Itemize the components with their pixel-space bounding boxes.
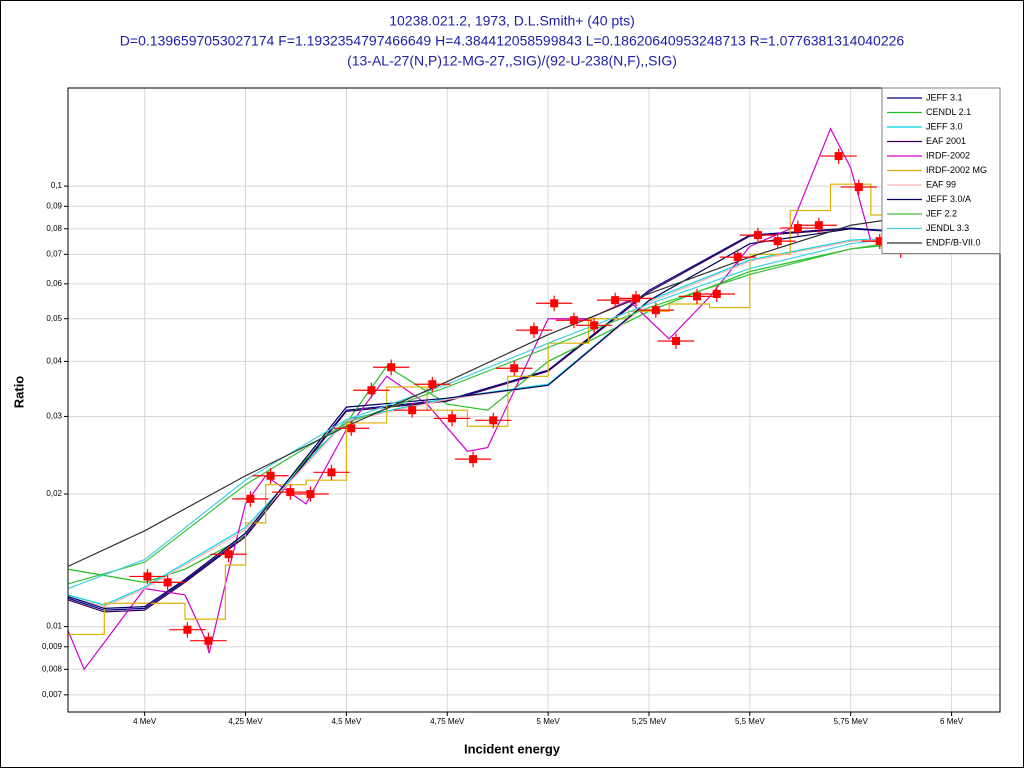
legend-label: JENDL 3.3 [926, 223, 969, 233]
x-tick-label: 5,75 MeV [834, 717, 869, 726]
y-tick-label: 0,03 [46, 412, 62, 421]
data-point [428, 380, 437, 389]
x-tick-label: 4,25 MeV [228, 717, 263, 726]
x-tick-label: 5,5 MeV [735, 717, 765, 726]
data-point [367, 386, 376, 395]
y-tick-label: 0,09 [46, 201, 62, 210]
data-point [814, 221, 823, 230]
data-point [387, 363, 396, 372]
series-line [68, 235, 1000, 584]
data-point [510, 364, 519, 373]
data-point [569, 316, 578, 325]
data-point [246, 494, 255, 503]
y-tick-label: 0,08 [46, 224, 62, 233]
data-point [469, 455, 478, 464]
y-axis-label: Ratio [11, 376, 26, 409]
data-point [183, 625, 192, 634]
y-tick-label: 0,01 [46, 622, 62, 631]
data-point [793, 224, 802, 233]
series-line [68, 228, 1000, 609]
legend-label: ENDF/B-VII.0 [926, 237, 981, 247]
data-point [448, 414, 457, 423]
data-point [266, 471, 275, 480]
x-tick-label: 5,25 MeV [632, 717, 667, 726]
legend-label: EAF 2001 [926, 136, 966, 146]
data-point [733, 253, 742, 262]
data-point [672, 337, 681, 346]
data-point [408, 406, 417, 415]
data-point [590, 321, 599, 330]
data-point [143, 572, 152, 581]
data-point [651, 306, 660, 315]
data-point [712, 289, 721, 298]
y-tick-label: 0,007 [42, 690, 63, 699]
x-tick-label: 6 MeV [940, 717, 964, 726]
y-tick-label: 0,06 [46, 279, 62, 288]
data-point [611, 296, 620, 305]
x-tick-label: 4,75 MeV [430, 717, 465, 726]
y-tick-label: 0,1 [51, 181, 63, 190]
plot-area [68, 88, 1000, 712]
x-axis-label: Incident energy [464, 741, 561, 756]
y-tick-label: 0,04 [46, 357, 62, 366]
y-tick-label: 0,008 [42, 664, 63, 673]
chart-subtitle: D=0.1396597053027174 F=1.193235479746664… [120, 33, 905, 49]
legend-label: JEF 2.2 [926, 208, 957, 218]
data-point [773, 237, 782, 246]
data-point [204, 636, 213, 645]
data-point [875, 237, 884, 246]
data-point [632, 294, 641, 303]
legend-label: IRDF-2002 MG [926, 165, 987, 175]
x-tick-label: 5 MeV [537, 717, 561, 726]
data-point [692, 292, 701, 301]
chart-reaction: (13-AL-27(N,P)12-MG-27,,SIG)/(92-U-238(N… [347, 53, 677, 69]
x-tick-label: 4 MeV [133, 717, 157, 726]
data-point [163, 578, 172, 587]
legend-label: CENDL 2.1 [926, 107, 971, 117]
data-point [854, 183, 863, 192]
x-tick-label: 4,5 MeV [331, 717, 361, 726]
legend-label: IRDF-2002 [926, 150, 970, 160]
legend-label: JEFF 3.0/A [926, 194, 971, 204]
chart-title: 10238.021.2, 1973, D.L.Smith+ (40 pts) [389, 13, 635, 29]
legend-label: JEFF 3.0 [926, 121, 963, 131]
y-tick-label: 0,009 [42, 642, 63, 651]
data-point [530, 326, 538, 335]
y-tick-label: 0,05 [46, 314, 62, 323]
y-tick-label: 0,07 [46, 249, 62, 258]
data-point [327, 468, 336, 477]
data-point [286, 488, 295, 497]
plot-border [67, 87, 1001, 713]
y-tick-label: 0,02 [46, 489, 62, 498]
data-point [489, 416, 498, 425]
legend-label: EAF 99 [926, 179, 956, 189]
data-point [753, 231, 762, 240]
series-line [68, 183, 1000, 636]
data-point [347, 424, 356, 433]
data-point [306, 490, 315, 499]
data-point [834, 152, 843, 161]
legend-label: JEFF 3.1 [926, 92, 963, 102]
data-point [224, 550, 233, 559]
data-point [550, 299, 559, 308]
